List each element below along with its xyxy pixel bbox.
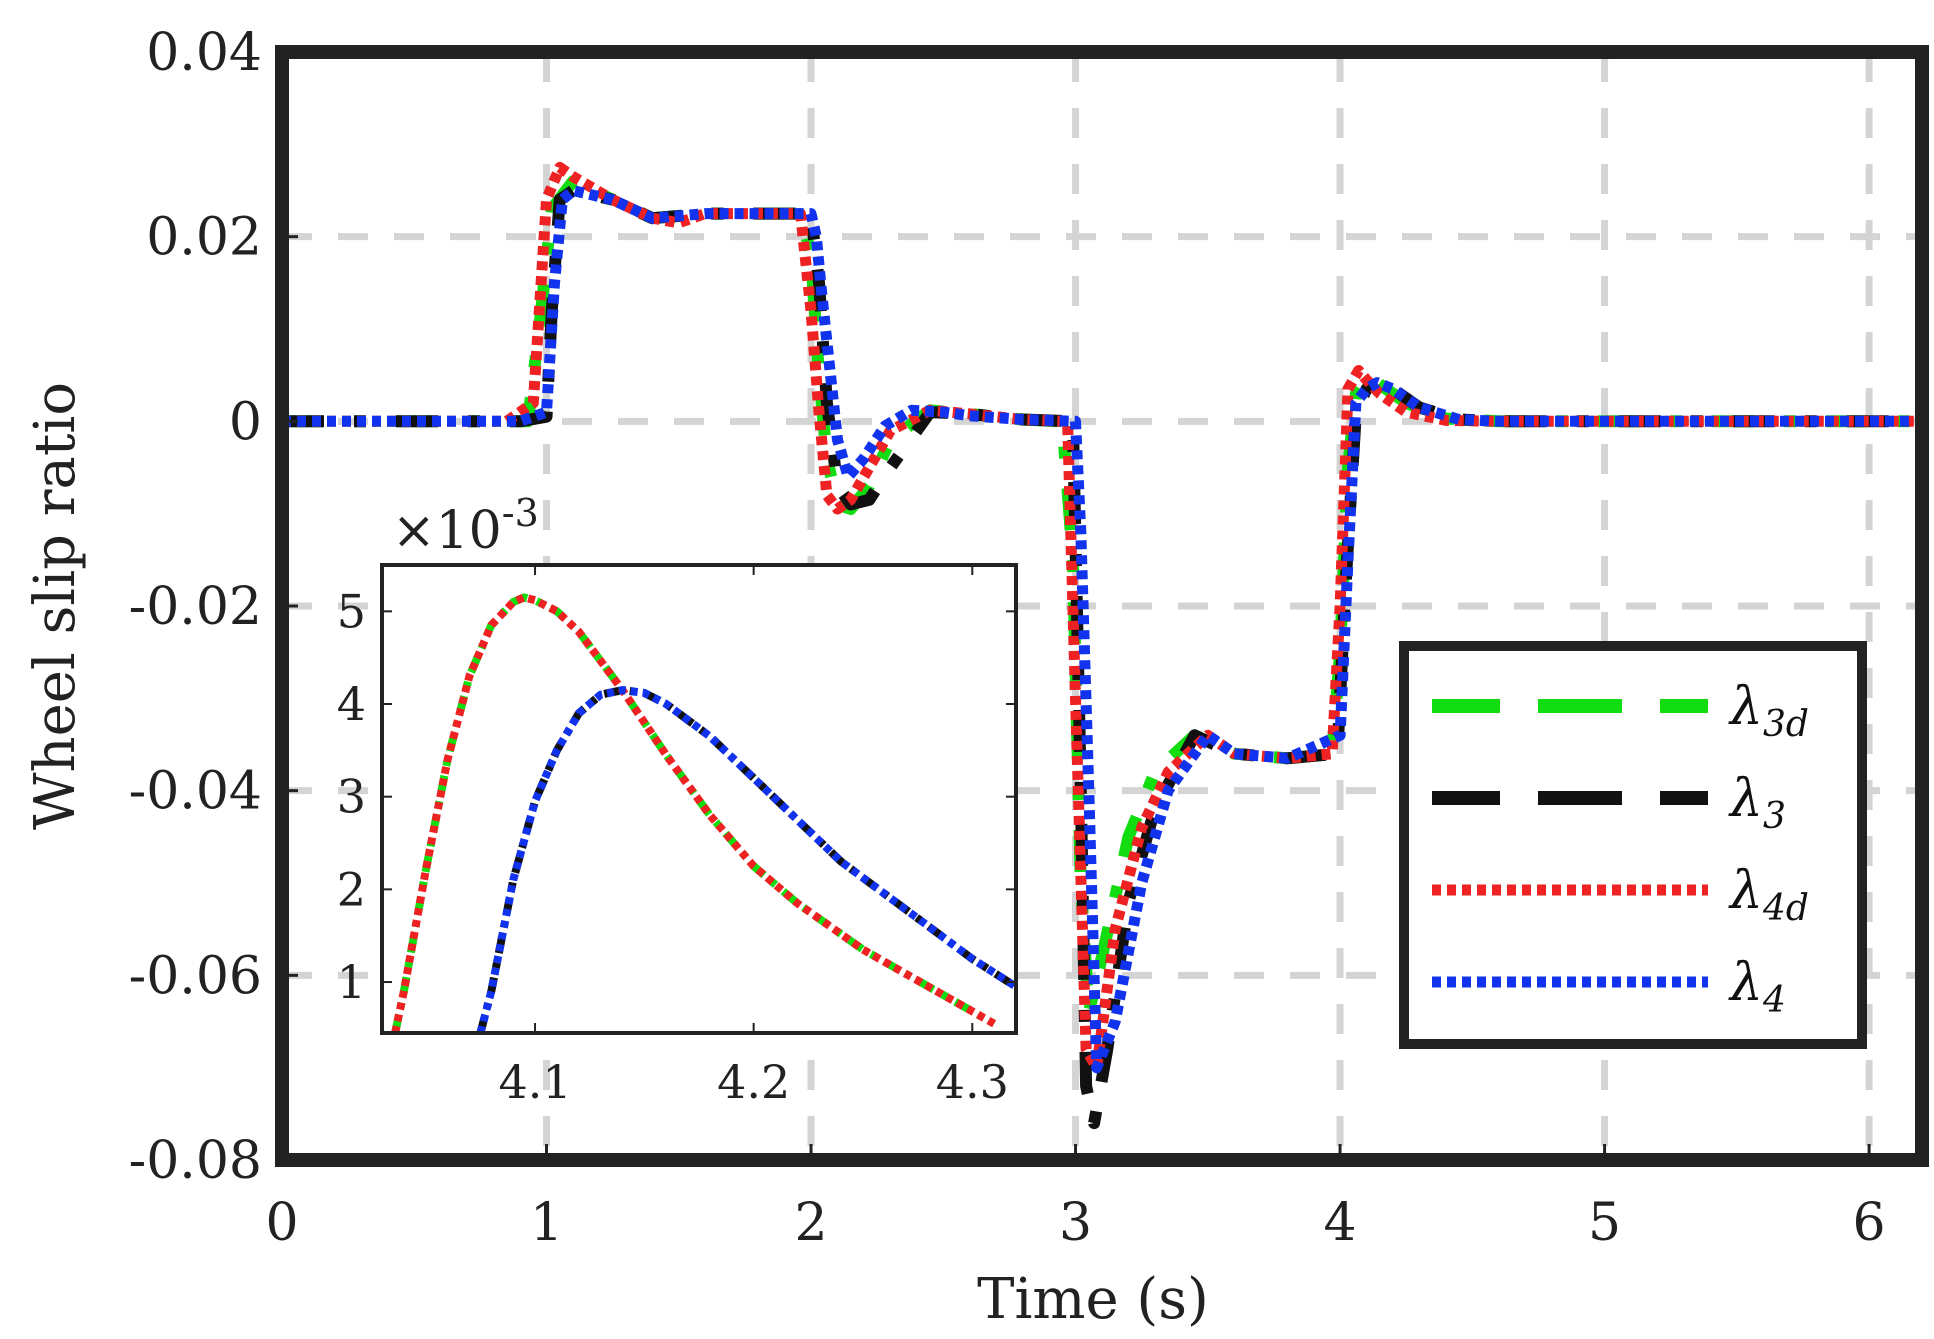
y-tick-label-2: 0: [229, 392, 262, 452]
legend-label-main-3: λ: [1728, 953, 1763, 1013]
main-series-group: [282, 161, 1922, 1130]
legend-label-main-1: λ: [1728, 769, 1763, 829]
legend-label-0: λ3d: [1728, 677, 1809, 745]
inset-multiplier-base: ×10: [392, 501, 502, 561]
x-tick-label-5: 5: [1588, 1193, 1621, 1253]
x-tick-label-4: 4: [1324, 1193, 1357, 1253]
inset-ticks: 4.1 4.2 4.3 1 2 3 4 5: [337, 565, 1016, 1109]
legend-label-main-2: λ: [1728, 861, 1763, 921]
y-tick-label-5: -0.06: [129, 946, 262, 1006]
series-line-3: [282, 185, 1922, 1074]
x-tick-label-1: 1: [530, 1193, 563, 1253]
x-tick-label-0: 0: [265, 1193, 298, 1253]
y-tick-label-1: 0.02: [146, 208, 262, 268]
inset-series-line-2: [391, 593, 997, 1033]
y-axis-label: Wheel slip ratio: [23, 382, 88, 830]
y-tick-label-3: -0.02: [129, 577, 262, 637]
inset-series-group: [391, 593, 1016, 1033]
inset-x-tick-label-0: 4.1: [498, 1055, 571, 1109]
y-tick-label-0: 0.04: [146, 23, 262, 83]
y-tick-label-6: -0.08: [129, 1131, 262, 1191]
inset-y-tick-label-0: 1: [337, 955, 366, 1009]
inset-multiplier-exponent: -3: [502, 491, 539, 535]
legend-label-main-0: λ: [1728, 677, 1763, 737]
x-tick-label-3: 3: [1059, 1193, 1092, 1253]
inset-x-tick-label-2: 4.3: [936, 1055, 1009, 1109]
y-tick-label-4: -0.04: [129, 762, 262, 822]
x-tick-label-6: 6: [1853, 1193, 1886, 1253]
legend-label-sub-3: 4: [1762, 980, 1786, 1021]
inset-series-line-3: [476, 686, 1016, 1033]
inset-y-tick-label-2: 3: [337, 770, 366, 824]
legend-label-sub-0: 3d: [1763, 704, 1809, 745]
legend-label-1: λ3: [1728, 769, 1786, 837]
legend-label-sub-1: 3: [1763, 796, 1786, 837]
inset-y-tick-label-3: 4: [337, 677, 366, 731]
legend-label-sub-2: 4d: [1762, 888, 1809, 929]
legend-label-3: λ4: [1728, 953, 1786, 1021]
main-ticks: 0 1 2 3 4 5 6 0.04 0.02 0 -0.02 -0.04 -0.06 -0.08: [129, 23, 1886, 1253]
inset-series-line-0: [391, 593, 997, 1033]
x-axis-label: Time (s): [977, 1267, 1209, 1332]
inset-y-tick-label-1: 2: [337, 862, 366, 916]
inset-x-tick-label-1: 4.2: [717, 1055, 790, 1109]
inset-y-tick-label-4: 5: [337, 584, 366, 638]
legend-label-2: λ4d: [1728, 861, 1809, 929]
inset-axes-frame: [380, 563, 1018, 1035]
x-tick-label-2: 2: [794, 1193, 827, 1253]
inset-multiplier: ×10-3: [392, 491, 539, 561]
